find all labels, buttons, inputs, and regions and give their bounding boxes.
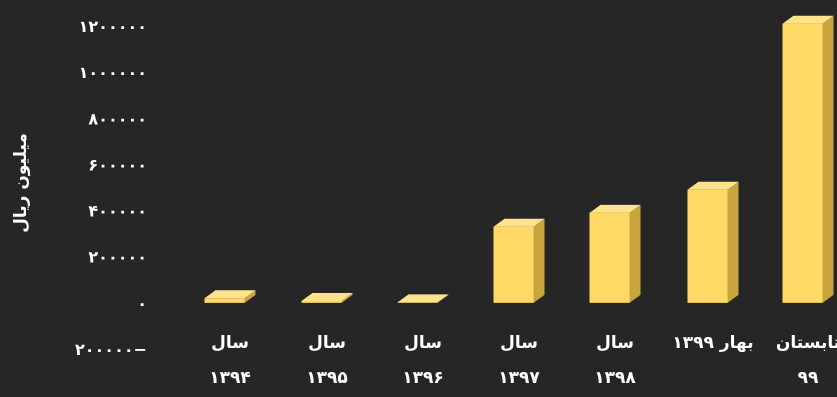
x-tick-label: ۱۳۹۷ (498, 368, 540, 388)
bar-side (341, 293, 353, 303)
x-tick-label: ۱۳۹۴ (209, 368, 251, 388)
bar (397, 294, 449, 303)
y-tick-label: ۴۰۰۰۰۰ (88, 202, 147, 221)
bar-front (782, 23, 823, 303)
bar-side (244, 290, 256, 303)
bar (687, 181, 739, 303)
bar-side (822, 15, 834, 303)
bar-side (533, 218, 545, 303)
bar-top (687, 181, 739, 190)
y-tick-label: ۲۰۰۰۰۰ (88, 248, 147, 267)
x-tick-label: بهار ۱۳۹۹ (672, 333, 753, 353)
x-tick-label: سال (211, 333, 249, 353)
x-tick-label: سال (596, 333, 634, 353)
x-axis-labels: سال ۱۳۹۴ سال ۱۳۹۵ سال ۱۳۹۶ سال ۱۳۹۷ سال ۱۳۹۸ بهار … (209, 333, 837, 388)
bar-side (727, 181, 739, 303)
bar-front (493, 226, 534, 303)
bar-top (589, 204, 641, 213)
bar (782, 15, 834, 303)
y-tick-label: ۸۰۰۰۰۰ (88, 109, 147, 128)
bar (301, 293, 353, 303)
x-tick-label: ۱۳۹۸ (594, 368, 636, 388)
bar-front (397, 302, 438, 303)
x-tick-label: سال (500, 333, 538, 353)
bar-top (493, 218, 545, 227)
x-tick-label: تابستان (776, 333, 837, 353)
x-tick-label: سال (308, 333, 346, 353)
bar-front (301, 301, 342, 303)
bar-top (782, 15, 834, 24)
bar-front (589, 212, 630, 303)
bar-front (204, 298, 245, 303)
x-tick-label: ۱۳۹۵ (306, 368, 348, 388)
x-tick-label: ۱۳۹۶ (402, 368, 444, 388)
bar (493, 218, 545, 303)
x-tick-label: سال (404, 333, 442, 353)
y-tick-label: ۲۰۰۰۰۰− (75, 340, 147, 359)
bar-top (301, 293, 353, 302)
y-tick-label: ۱۰۰۰۰۰۰ (79, 63, 147, 82)
bar-side (437, 294, 449, 303)
bars (204, 15, 834, 303)
bar (204, 290, 256, 303)
bar (589, 204, 641, 303)
y-axis-label: میلیون ریال (11, 133, 31, 233)
y-axis-ticks: ۲۰۰۰۰۰− ۰ ۲۰۰۰۰۰ ۴۰۰۰۰۰ ۶۰۰۰۰۰ ۸۰۰۰۰۰ ۱۰۰۰۰۰۰ ۱… (75, 17, 147, 359)
y-axis-label-group: میلیون ریال (11, 133, 31, 233)
bar-top (397, 294, 449, 303)
y-tick-label: ۰ (137, 294, 147, 313)
y-tick-label: ۱۲۰۰۰۰۰ (79, 17, 147, 36)
bar-front (687, 189, 728, 303)
x-tick-label: ۹۹ (798, 368, 819, 388)
bar-side (629, 204, 641, 303)
bar-top (204, 290, 256, 299)
y-tick-label: ۶۰۰۰۰۰ (88, 155, 147, 174)
